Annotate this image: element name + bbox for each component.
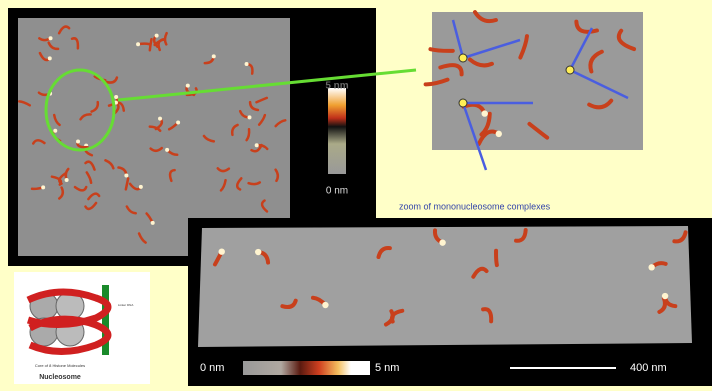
nucleosome <box>76 139 80 143</box>
core-label: Core of 8 Histone Molecules <box>35 363 85 368</box>
zoom-caption: zoom of mononucleosome complexes <box>399 201 551 211</box>
nucleosome <box>212 54 216 58</box>
nucleosome <box>165 148 169 152</box>
nucleosome <box>158 117 162 121</box>
nucleosome <box>482 110 488 116</box>
scale-min: 0 nm <box>200 362 224 374</box>
nucleosome <box>245 62 249 66</box>
scale-bottom: 0 nm <box>326 186 348 197</box>
nucleosome <box>53 129 57 133</box>
nucleosome <box>662 293 668 299</box>
slide: 5 nm 0 nm zoom of mononucleosome complex… <box>0 0 712 386</box>
nucleosome <box>176 121 180 125</box>
scale-top: 5 nm <box>325 81 348 92</box>
nucleosome <box>247 115 251 119</box>
nucleosome <box>136 42 140 46</box>
nucleosome <box>186 84 190 88</box>
diagram-title: Nucleosome <box>39 374 81 381</box>
nucleosome <box>648 264 654 270</box>
nucleosome <box>65 178 69 182</box>
nucleosome <box>114 95 118 99</box>
nucleosome <box>155 34 159 38</box>
nucleosome <box>124 173 128 177</box>
nucleosome <box>322 302 328 308</box>
nucleosome <box>41 185 45 189</box>
scale-max: 5 nm <box>375 362 399 374</box>
side-label: Linker DNA <box>118 303 133 307</box>
histone-core <box>28 285 109 355</box>
dna-strand <box>430 49 452 51</box>
nucleosome <box>48 56 52 60</box>
color-scale <box>328 88 346 174</box>
nucleosome <box>49 36 53 40</box>
nucleosome <box>255 143 259 147</box>
nucleosome <box>439 239 445 245</box>
nucleosome <box>139 185 143 189</box>
nucleosome <box>496 131 502 137</box>
nucleosome <box>219 248 225 254</box>
scale-bar-label: 400 nm <box>630 362 667 374</box>
nucleosome <box>255 249 261 255</box>
nucleosome <box>151 221 155 225</box>
color-scale <box>243 361 370 375</box>
dna-strand <box>496 251 497 265</box>
